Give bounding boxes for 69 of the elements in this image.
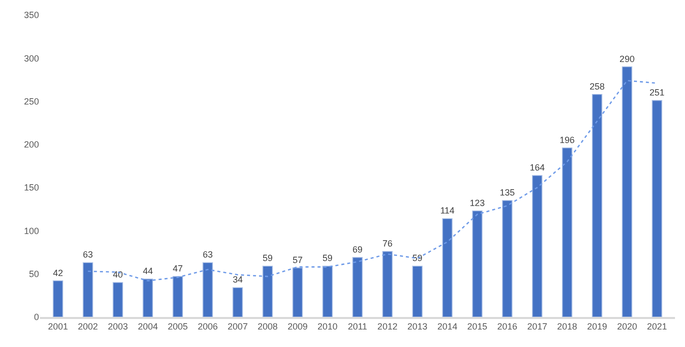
data-label: 135 <box>500 188 515 198</box>
bar <box>82 262 94 317</box>
bar <box>472 210 482 317</box>
y-tick-label: 100 <box>24 226 39 236</box>
x-tick-label: 2015 <box>467 322 488 332</box>
bar <box>202 262 213 317</box>
bar <box>412 266 423 317</box>
bar <box>262 266 273 317</box>
x-tick-label: 2018 <box>557 322 578 332</box>
bar <box>232 287 243 317</box>
x-tick-label: 2013 <box>407 322 428 332</box>
data-label: 76 <box>382 238 392 248</box>
x-tick-label: 2008 <box>258 322 278 332</box>
x-tick-label: 2021 <box>647 322 668 332</box>
x-tick-label: 2020 <box>617 322 638 332</box>
y-tick-label: 250 <box>24 96 39 106</box>
x-tick-label: 2016 <box>497 322 518 332</box>
x-tick-label: 2012 <box>377 322 398 332</box>
bar <box>652 100 662 317</box>
x-tick-label: 2019 <box>587 322 608 332</box>
x-tick-label: 2017 <box>527 322 548 332</box>
x-tick-label: 2014 <box>437 322 458 332</box>
data-label: 47 <box>172 263 183 274</box>
x-tick-label: 2003 <box>108 322 128 332</box>
data-label: 63 <box>202 250 213 260</box>
bar <box>112 282 124 317</box>
data-label: 59 <box>322 253 333 264</box>
bar <box>442 218 453 317</box>
y-tick-label: 50 <box>28 269 39 280</box>
bar <box>502 200 512 317</box>
bar <box>382 251 393 317</box>
bar <box>562 147 572 317</box>
y-tick-label: 300 <box>24 53 39 64</box>
y-tick-label: 150 <box>24 182 39 193</box>
x-tick-label: 2004 <box>138 322 158 332</box>
bar <box>592 94 602 317</box>
x-tick-label: 2005 <box>168 322 188 332</box>
bar <box>622 66 632 317</box>
bar <box>52 280 64 317</box>
x-tick-label: 2011 <box>348 322 368 332</box>
bar <box>532 175 542 317</box>
data-label: 57 <box>292 254 303 265</box>
data-label: 59 <box>262 253 273 264</box>
x-tick-label: 2007 <box>228 322 248 332</box>
x-tick-label: 2009 <box>288 322 308 332</box>
data-label: 69 <box>352 244 363 254</box>
data-label: 290 <box>620 54 635 64</box>
y-tick-label: 0 <box>34 312 39 322</box>
data-label: 63 <box>82 250 93 260</box>
y-tick-label: 200 <box>24 140 39 150</box>
data-label: 164 <box>530 162 545 172</box>
data-label: 251 <box>650 87 665 98</box>
bar <box>172 276 183 317</box>
bar <box>292 267 303 317</box>
bar <box>142 278 154 317</box>
data-label: 196 <box>560 134 575 145</box>
data-label: 42 <box>52 268 63 278</box>
data-label: 258 <box>590 81 605 92</box>
x-tick-label: 2006 <box>198 322 218 332</box>
bar <box>322 266 333 317</box>
y-tick-label: 350 <box>24 10 39 20</box>
data-label: 114 <box>440 206 455 216</box>
data-label: 34 <box>232 274 243 285</box>
x-tick-label: 2002 <box>78 322 98 332</box>
x-tick-label: 2001 <box>48 322 68 332</box>
data-label: 123 <box>470 198 485 208</box>
bar <box>352 257 363 317</box>
data-label: 44 <box>142 266 153 276</box>
x-tick-label: 2010 <box>318 322 338 332</box>
